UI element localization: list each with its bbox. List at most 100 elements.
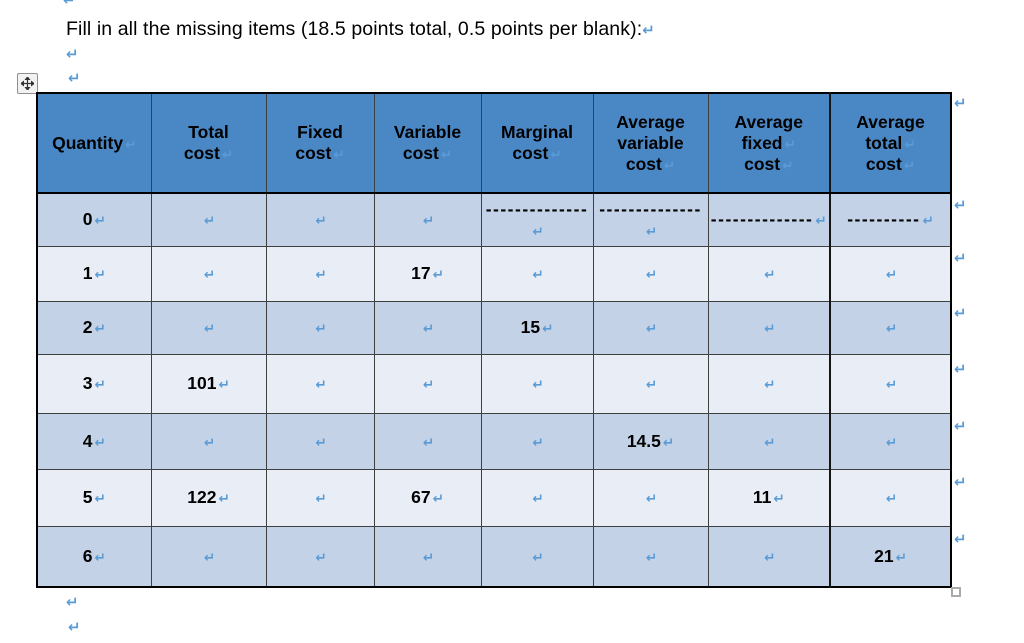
cell-end-mark: ↵ (422, 434, 435, 451)
cell-end-mark: ↵ (532, 434, 544, 451)
cell-total-cost-row2[interactable]: ↵ (150, 300, 267, 355)
cell-average-variable-cost-row6[interactable]: ↵ (592, 525, 709, 588)
cell-marginal-cost-row3[interactable]: ↵ (480, 353, 594, 414)
cell-end-mark: ↵ (315, 549, 327, 566)
move-icon (21, 77, 34, 90)
exercise-title-text: Fill in all the missing items (18.5 poin… (66, 18, 643, 40)
cell-average-variable-cost-row4[interactable]: 14.5 ↵ (592, 412, 709, 470)
cell-fixed-cost-row6[interactable]: ↵ (265, 525, 375, 588)
cell-end-mark: ↵ (422, 213, 435, 230)
cell-total-cost-row6[interactable]: ↵ (150, 525, 267, 588)
cell-average-variable-cost-row5[interactable]: ↵ (592, 468, 709, 527)
col-header-quantity: Quantity ↵ (36, 92, 152, 194)
cell-marginal-cost-row1[interactable]: ↵ (480, 245, 594, 302)
cell-value: 5 (82, 487, 93, 507)
cell-average-total-cost-row0[interactable]: ---------- ↵ (829, 192, 952, 247)
cell-end-mark: ↵ (885, 377, 898, 393)
table-row-quantity-4: 4 ↵ ↵ ↵ ↵ ↵ 14.5 ↵ ↵ ↵ (36, 412, 952, 470)
cell-average-fixed-cost-row0[interactable]: -------------- ↵ (707, 192, 831, 247)
cell-end-mark: ↵ (203, 267, 216, 283)
cell-end-mark: ↵ (645, 491, 658, 507)
cell-quantity-row5[interactable]: 5 ↵ (36, 468, 152, 527)
cell-value: 17 (411, 263, 431, 283)
cell-end-mark: ↵ (203, 549, 216, 566)
cell-average-total-cost-row5[interactable]: ↵ (829, 468, 952, 527)
cell-average-total-cost-row1[interactable]: ↵ (829, 245, 952, 302)
cell-average-total-cost-row4[interactable]: ↵ (829, 412, 952, 470)
cell-average-variable-cost-row0[interactable]: -------------- ↵ (592, 192, 709, 247)
cell-total-cost-row5[interactable]: 122 ↵ (150, 468, 267, 527)
header-label: Average (616, 111, 685, 132)
cell-end-mark: ↵ (784, 136, 796, 153)
cell-total-cost-row0[interactable]: ↵ (150, 192, 267, 247)
cell-quantity-row4[interactable]: 4 ↵ (36, 412, 152, 470)
cell-end-mark: ↵ (422, 549, 435, 566)
header-label: fixed (741, 132, 783, 153)
cell-average-fixed-cost-row2[interactable]: ↵ (707, 300, 831, 355)
cell-average-variable-cost-row1[interactable]: ↵ (592, 245, 709, 302)
cell-end-mark: ↵ (895, 549, 907, 566)
line-break-mark: ↵ (642, 21, 655, 39)
cell-quantity-row6[interactable]: 6 ↵ (36, 525, 152, 588)
header-label: Quantity (52, 132, 124, 153)
cell-quantity-row1[interactable]: 1 ↵ (36, 245, 152, 302)
cell-average-variable-cost-row3[interactable]: ↵ (592, 353, 709, 414)
cell-marginal-cost-row0[interactable]: -------------- ↵ (480, 192, 594, 247)
cell-marginal-cost-row2[interactable]: 15 ↵ (480, 300, 594, 355)
table-resize-handle[interactable] (951, 587, 961, 597)
cell-average-fixed-cost-row4[interactable]: ↵ (707, 412, 831, 470)
cell-quantity-row3[interactable]: 3 ↵ (36, 353, 152, 414)
cell-quantity-row2[interactable]: 2 ↵ (36, 300, 152, 355)
cell-fixed-cost-row5[interactable]: ↵ (265, 468, 375, 527)
cell-total-cost-row3[interactable]: 101 ↵ (150, 353, 267, 414)
cell-end-mark: ↵ (532, 377, 544, 393)
cell-value: 0 (82, 209, 93, 230)
cell-fixed-cost-row4[interactable]: ↵ (265, 412, 375, 470)
line-break-mark: ↵ (66, 593, 79, 611)
cell-average-fixed-cost-row5[interactable]: 11 ↵ (707, 468, 831, 527)
line-break-mark: ↵ (68, 618, 81, 636)
cell-end-mark: ↵ (315, 491, 327, 507)
cell-variable-cost-row0[interactable]: ↵ (373, 192, 482, 247)
cell-marginal-cost-row5[interactable]: ↵ (480, 468, 594, 527)
cell-variable-cost-row4[interactable]: ↵ (373, 412, 482, 470)
cell-marginal-cost-row6[interactable]: ↵ (480, 525, 594, 588)
cell-fixed-cost-row3[interactable]: ↵ (265, 353, 375, 414)
cell-end-mark: ↵ (422, 321, 435, 337)
cell-end-mark: ↵ (203, 434, 216, 451)
col-header-variable-cost: Variable cost ↵ (373, 92, 482, 194)
cell-end-mark: ↵ (94, 267, 106, 283)
cell-variable-cost-row1[interactable]: 17 ↵ (373, 245, 482, 302)
header-label: total (865, 132, 903, 153)
col-header-total-cost: Total cost ↵ (150, 92, 267, 194)
cell-total-cost-row4[interactable]: ↵ (150, 412, 267, 470)
not-applicable-dashes: -------------- (599, 198, 702, 219)
cell-average-fixed-cost-row3[interactable]: ↵ (707, 353, 831, 414)
cell-end-mark: ↵ (125, 136, 137, 153)
cell-variable-cost-row3[interactable]: ↵ (373, 353, 482, 414)
cell-end-mark: ↵ (764, 267, 776, 283)
cell-average-total-cost-row2[interactable]: ↵ (829, 300, 952, 355)
cell-variable-cost-row6[interactable]: ↵ (373, 525, 482, 588)
cell-fixed-cost-row2[interactable]: ↵ (265, 300, 375, 355)
cell-average-fixed-cost-row6[interactable]: ↵ (707, 525, 831, 588)
cell-fixed-cost-row1[interactable]: ↵ (265, 245, 375, 302)
cell-average-fixed-cost-row1[interactable]: ↵ (707, 245, 831, 302)
cell-end-mark: ↵ (764, 434, 776, 451)
cell-total-cost-row1[interactable]: ↵ (150, 245, 267, 302)
table-move-handle[interactable] (17, 73, 38, 94)
cell-variable-cost-row5[interactable]: 67 ↵ (373, 468, 482, 527)
cell-quantity-row0[interactable]: 0 ↵ (36, 192, 152, 247)
cell-variable-cost-row2[interactable]: ↵ (373, 300, 482, 355)
header-label: cost (402, 143, 439, 163)
header-label: variable (617, 132, 684, 153)
cell-value: 11 (752, 487, 772, 507)
cell-average-total-cost-row6[interactable]: 21 ↵ (829, 525, 952, 588)
header-label: cost (744, 153, 781, 174)
cell-average-variable-cost-row2[interactable]: ↵ (592, 300, 709, 355)
cell-average-total-cost-row3[interactable]: ↵ (829, 353, 952, 414)
line-break-mark: ↵ (68, 69, 81, 87)
cell-marginal-cost-row4[interactable]: ↵ (480, 412, 594, 470)
cell-fixed-cost-row0[interactable]: ↵ (265, 192, 375, 247)
